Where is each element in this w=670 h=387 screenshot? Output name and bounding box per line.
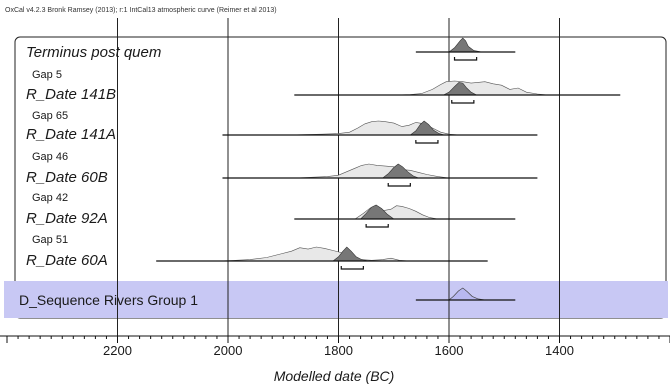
chart-rows: Terminus post quem R_Date 141B R_Date 141A…: [19, 37, 621, 308]
hpd-bracket: [451, 100, 475, 104]
row-label: R_Date 141A: [26, 126, 116, 143]
hpd-bracket: [340, 266, 364, 270]
posterior-distribution: [381, 163, 419, 179]
tick-label-2000: 2000: [214, 343, 243, 358]
posterior-distribution: [359, 204, 395, 220]
row-6: R_Date 60A: [26, 246, 488, 270]
plot-header: OxCal v4.2.3 Bronk Ramsey (2013); r:1 In…: [5, 7, 277, 14]
gap-label: Gap 42: [32, 192, 68, 204]
row-1: Terminus post quem: [26, 37, 516, 61]
row-label: R_Date 141B: [26, 86, 116, 103]
summary-row: D_Sequence Rivers Group 1: [19, 287, 516, 308]
hpd-bracket: [453, 57, 478, 61]
hpd-bracket: [365, 224, 389, 228]
gap-label: Gap 46: [32, 151, 68, 163]
hpd-bracket: [415, 140, 439, 144]
hpd-bracket: [387, 183, 411, 187]
tick-label-1400: 1400: [545, 343, 574, 358]
summary-label: D_Sequence Rivers Group 1: [19, 292, 198, 308]
posterior-distribution: [443, 82, 477, 96]
row-3: R_Date 141A: [26, 120, 538, 144]
row-label: R_Date 92A: [26, 210, 108, 227]
gap-label: Gap 65: [32, 110, 68, 122]
row-2: R_Date 141B: [26, 80, 621, 104]
row-4: R_Date 60B: [26, 163, 538, 187]
row-5: R_Date 92A: [26, 204, 516, 228]
row-label: R_Date 60A: [26, 252, 108, 269]
tick-label-1600: 1600: [435, 343, 464, 358]
tick-label-1800: 1800: [324, 343, 353, 358]
prior-distribution: [393, 80, 549, 96]
x-axis-label: Modelled date (BC): [274, 368, 395, 384]
row-label: R_Date 60B: [26, 169, 108, 186]
tick-label-2200: 2200: [103, 343, 132, 358]
row-label: Terminus post quem: [26, 44, 161, 61]
gap-label: Gap 51: [32, 234, 68, 246]
prior-distribution: [216, 246, 411, 262]
x-axis: 2200 2000 1800 1600 1400: [0, 335, 670, 358]
summary-band: [4, 281, 668, 318]
gap-label: Gap 5: [32, 69, 62, 81]
